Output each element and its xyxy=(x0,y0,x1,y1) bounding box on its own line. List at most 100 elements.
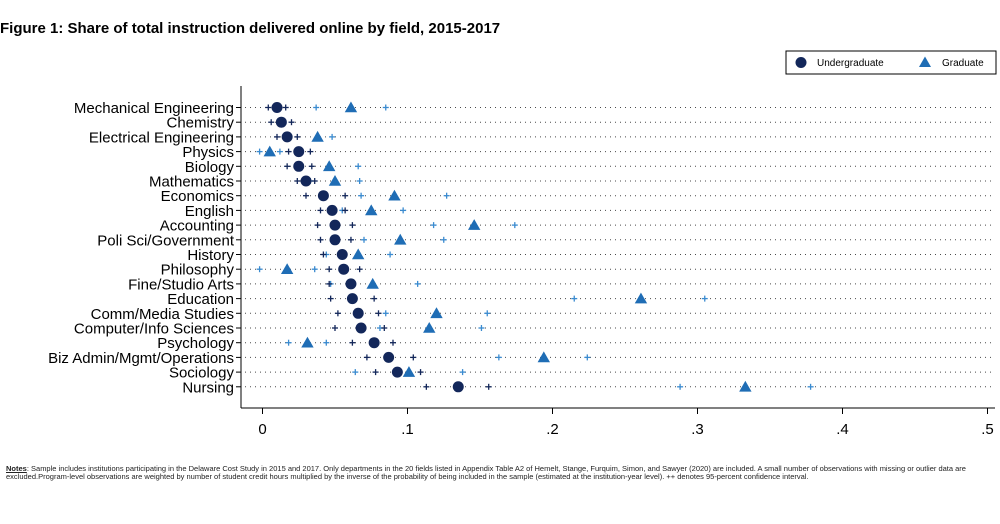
undergraduate-ci-high-marker xyxy=(349,222,356,229)
legend-undergraduate-marker xyxy=(795,57,807,68)
graduate-ci-high-marker xyxy=(443,192,450,199)
graduate-ci-high-marker xyxy=(356,178,363,184)
category-label: Computer/Info Sciences xyxy=(74,321,234,338)
dotted-guide-lines xyxy=(245,107,995,388)
graduate-ci-low-marker xyxy=(382,310,389,317)
legend-graduate-label: Graduate xyxy=(942,58,984,69)
undergraduate-ci-high-marker xyxy=(307,148,314,155)
graduate-ci-low-marker xyxy=(256,266,263,273)
graduate-point xyxy=(280,263,294,274)
category-label: Biology xyxy=(185,159,235,176)
undergraduate-ci-low-marker xyxy=(320,251,327,258)
undergraduate-ci-low-marker xyxy=(363,354,370,361)
graduate-ci-low-marker xyxy=(571,295,578,302)
notes-label: Notes xyxy=(6,464,27,473)
chart-title: Figure 1: Share of total instruction del… xyxy=(0,20,501,37)
graduate-ci-high-marker xyxy=(355,163,362,170)
x-ticks: 0 .1 .2 .3 .4 .5 xyxy=(258,408,994,438)
undergraduate-ci-low-marker xyxy=(349,339,356,346)
category-label: Nursing xyxy=(182,379,234,396)
undergraduate-ci-low-marker xyxy=(372,369,379,376)
undergraduate-point xyxy=(355,322,367,334)
graduate-ci-high-marker xyxy=(440,236,447,243)
graduate-ci-low-marker xyxy=(361,236,367,243)
undergraduate-ci-high-marker xyxy=(311,178,318,184)
undergraduate-ci-high-marker xyxy=(371,295,378,302)
graduate-point xyxy=(388,189,401,201)
chart-svg: Mechanical EngineeringChemistryElectrica… xyxy=(48,50,997,438)
undergraduate-ci-high-marker xyxy=(342,207,349,214)
graduate-ci-low-marker xyxy=(256,148,263,155)
undergraduate-point xyxy=(271,102,283,113)
data-points xyxy=(263,101,752,393)
graduate-point xyxy=(537,351,550,363)
graduate-ci-high-marker xyxy=(807,383,814,390)
graduate-ci-low-marker xyxy=(677,383,684,390)
undergraduate-point xyxy=(352,307,364,319)
undergraduate-ci-high-marker xyxy=(381,325,388,331)
category-label: Electrical Engineering xyxy=(89,129,234,146)
undergraduate-ci-low-marker xyxy=(284,163,291,170)
graduate-ci-low-marker xyxy=(285,339,292,346)
undergraduate-point xyxy=(300,175,312,187)
undergraduate-ci-low-marker xyxy=(327,295,334,302)
undergraduate-ci-high-marker xyxy=(485,383,492,390)
graduate-point xyxy=(352,248,365,260)
category-label: Sociology xyxy=(169,365,235,382)
graduate-ci-high-marker xyxy=(311,266,318,273)
graduate-ci-low-marker xyxy=(352,369,359,376)
graduate-point xyxy=(301,336,314,348)
graduate-ci-high-marker xyxy=(382,104,389,111)
undergraduate-point xyxy=(293,146,305,158)
x-tick-label: .4 xyxy=(836,421,849,438)
graduate-ci-low-marker xyxy=(495,354,502,361)
x-tick-label: .1 xyxy=(401,421,414,438)
graduate-ci-high-marker xyxy=(400,207,407,214)
undergraduate-point xyxy=(346,293,358,305)
graduate-ci-high-marker xyxy=(323,339,330,346)
undergraduate-ci-high-marker xyxy=(288,119,295,126)
category-labels: Mechanical EngineeringChemistryElectrica… xyxy=(48,100,241,396)
undergraduate-point xyxy=(338,263,350,275)
undergraduate-point xyxy=(293,160,305,172)
undergraduate-ci-high-marker xyxy=(342,192,349,199)
category-label: Accounting xyxy=(160,218,234,235)
notes-text: Sample includes institutions participati… xyxy=(6,464,966,482)
undergraduate-ci-high-marker xyxy=(356,266,363,273)
undergraduate-ci-low-marker xyxy=(314,222,321,229)
graduate-point xyxy=(323,160,336,172)
undergraduate-ci-low-marker xyxy=(317,236,324,243)
legend-box xyxy=(785,50,997,75)
graduate-point xyxy=(468,219,481,230)
x-tick-label: .2 xyxy=(546,421,559,438)
graduate-point xyxy=(328,175,342,186)
graduate-point xyxy=(263,145,276,157)
undergraduate-ci-low-marker xyxy=(303,192,309,199)
undergraduate-ci-low-marker xyxy=(332,325,338,331)
undergraduate-point xyxy=(452,381,464,393)
axes xyxy=(240,86,995,409)
undergraduate-point xyxy=(317,190,329,202)
graduate-ci-low-marker xyxy=(358,192,365,199)
undergraduate-ci-high-marker xyxy=(390,339,396,346)
graduate-point xyxy=(344,101,358,113)
graduate-ci-high-marker xyxy=(484,310,491,317)
undergraduate-point xyxy=(345,278,357,290)
undergraduate-ci-low-marker xyxy=(294,178,301,184)
category-label: History xyxy=(187,247,234,264)
category-label: Economics xyxy=(161,188,234,205)
graduate-ci-high-marker xyxy=(414,280,421,287)
category-label: Poli Sci/Government xyxy=(97,232,235,249)
category-label: Philosophy xyxy=(161,262,235,279)
graduate-ci-low-marker xyxy=(313,104,320,111)
undergraduate-ci-high-marker xyxy=(294,133,301,140)
undergraduate-point xyxy=(275,116,287,128)
category-label: Mechanical Engineering xyxy=(74,100,234,117)
notes: Notes: Sample includes institutions part… xyxy=(6,464,966,482)
graduate-point xyxy=(430,307,443,319)
undergraduate-point xyxy=(383,351,395,363)
undergraduate-ci-low-marker xyxy=(274,133,280,140)
graduate-point xyxy=(634,292,648,304)
x-tick-label: .5 xyxy=(981,421,994,438)
category-label: Education xyxy=(167,291,234,308)
